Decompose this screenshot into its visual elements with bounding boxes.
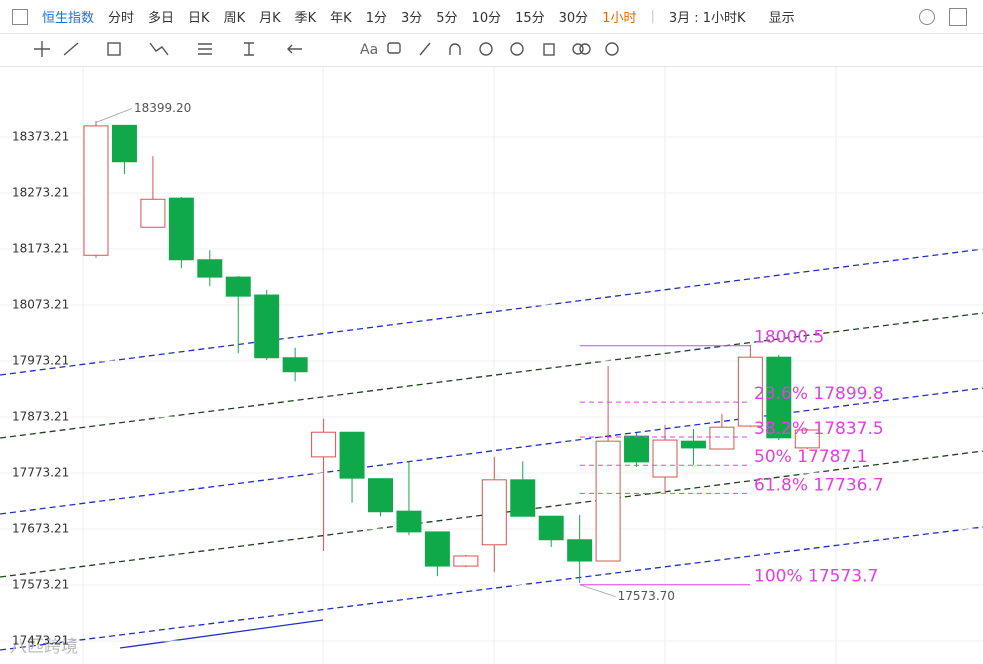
chart: 八匹跨境 18373.21 18273.21 18173.21 18073.21 179…: [0, 67, 983, 664]
fib-label: 18000.5: [754, 328, 824, 348]
watermark: 八匹跨境: [10, 637, 78, 657]
line-tool[interactable]: [63, 42, 79, 56]
extreme-pointer: [95, 107, 133, 123]
fib-label: 38.2% 17837.5: [754, 419, 884, 439]
y-tick-label: 18073.21: [12, 297, 69, 311]
y-tick-label: 17573.21: [12, 577, 69, 591]
candle-body: [481, 479, 507, 546]
fib-label: 61.8% 17736.7: [754, 475, 884, 495]
candle-body: [225, 276, 251, 297]
candle-body: [396, 510, 422, 533]
candle-body: [168, 197, 194, 261]
period[interactable]: 年K: [330, 11, 352, 26]
note-tool[interactable]: [387, 42, 401, 54]
extreme-label: 17573.70: [618, 589, 675, 603]
periods: 分时 多日 日K 周K 月K 季K 年K 1分 3分 5分 10分 15分 30分 1小时: [101, 7, 643, 26]
y-tick-label: 17473.21: [12, 633, 69, 647]
candle-body: [794, 429, 820, 449]
y-tick-label: 18373.21: [12, 129, 69, 143]
candle-body: [538, 515, 564, 541]
y-tick-label: 17973.21: [12, 353, 69, 367]
brush-tool[interactable]: [419, 42, 431, 56]
period[interactable]: 分时: [108, 11, 135, 26]
candle-body: [311, 431, 337, 458]
tool-settings[interactable]: [605, 42, 619, 56]
compare-tool[interactable]: [572, 43, 584, 55]
window[interactable]: [949, 7, 967, 26]
candle-body: [339, 431, 365, 479]
candle-body: [140, 198, 166, 228]
period[interactable]: 5分: [436, 11, 458, 26]
display[interactable]: 显示: [768, 11, 795, 26]
extreme-label: 18399.20: [134, 101, 191, 115]
text-tool[interactable]: Aa: [360, 41, 379, 58]
candle-body: [737, 356, 763, 427]
measure-tool[interactable]: [244, 42, 254, 56]
candle-body: [680, 440, 706, 449]
candle-body: [282, 357, 308, 373]
candle-body: [111, 124, 137, 163]
y-tick-label: 17773.21: [12, 465, 69, 479]
fib-label: 23.6% 17899.8: [754, 384, 884, 404]
tool-icons: [34, 41, 302, 57]
candle-body: [624, 435, 650, 463]
candle-body: [453, 555, 479, 567]
period[interactable]: 1小时: [602, 11, 637, 26]
y-tick-label: 18173.21: [12, 241, 69, 255]
candle-body: [368, 478, 393, 513]
tool-icons-2: [387, 42, 619, 56]
candle-body: [567, 539, 593, 562]
arrow-tool[interactable]: [287, 44, 302, 54]
period[interactable]: 季K: [294, 11, 317, 26]
hide-tool[interactable]: [510, 42, 524, 56]
sidebar-toggle[interactable]: [12, 8, 28, 25]
period[interactable]: 15分: [515, 11, 545, 26]
y-tick-label: 18273.21: [12, 185, 69, 199]
period[interactable]: 月K: [259, 11, 281, 26]
shape-tool[interactable]: [107, 42, 121, 56]
candle-body: [197, 259, 223, 278]
candle-body: [424, 531, 450, 567]
period-toolbar: 恒生指数 分时 多日 日K 周K 月K 季K 年K 1分 3分 5分 10分 15分 30分 1小时 | …: [0, 0, 983, 34]
fib-label: 100% 17573.7: [754, 567, 878, 587]
period[interactable]: 日K: [188, 11, 210, 26]
period[interactable]: 周K: [223, 11, 246, 26]
symbol[interactable]: 恒生指数: [42, 11, 95, 26]
magnet-tool[interactable]: [449, 43, 461, 55]
v-grid: [82, 67, 837, 664]
fib-tool[interactable]: [198, 43, 212, 55]
candle-body: [595, 440, 621, 562]
draw-toolbar: Aa: [0, 33, 983, 67]
y-tick-label: 17873.21: [12, 409, 69, 423]
y-tick-label: 17673.21: [12, 521, 69, 535]
candle-body: [510, 479, 536, 517]
range[interactable]: 3月 : 1小时K: [668, 11, 746, 26]
candle-body: [652, 439, 678, 478]
period[interactable]: 30分: [558, 11, 589, 26]
candle-body: [254, 294, 280, 359]
fib-label: 50% 17787.1: [754, 447, 868, 467]
wave-tool[interactable]: [149, 42, 169, 56]
period[interactable]: 多日: [148, 11, 175, 26]
candle-body: [709, 426, 735, 450]
move-tool[interactable]: [34, 41, 50, 57]
period[interactable]: 1分: [365, 11, 387, 26]
delete-tool[interactable]: [543, 43, 555, 56]
extreme-pointer: [579, 584, 616, 598]
candle-body: [766, 356, 792, 439]
settings[interactable]: [919, 8, 935, 25]
period[interactable]: 10分: [471, 11, 502, 26]
trend-line: [119, 619, 324, 649]
sync-tool[interactable]: [479, 42, 493, 56]
sep: |: [650, 9, 655, 24]
period[interactable]: 3分: [400, 11, 423, 26]
candle-body: [83, 125, 109, 256]
